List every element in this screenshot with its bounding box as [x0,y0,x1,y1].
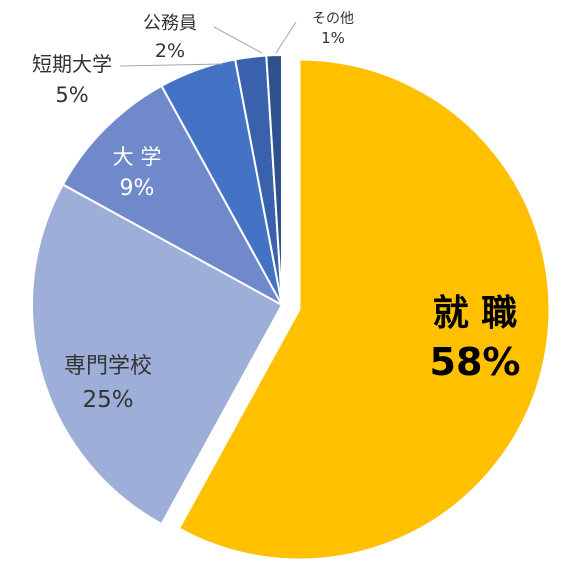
slice-label-value-2: 25% [82,387,133,413]
pie-slice-1 [177,58,551,561]
slice-label-name-6: その他 [312,11,354,27]
leader-line-4 [119,63,223,67]
labels-layer: 就 職 58% 専門学校 25% 大 学 9% 短期大学 5% 公務員 2% その他 1% [32,11,520,413]
slice-label-value-1: 58% [430,340,521,384]
slice-label-name-1: 就 職 [433,293,518,334]
slices-layer [31,53,551,561]
slice-label-name-3: 大 学 [113,145,162,169]
slice-label-value-4: 5% [55,83,88,107]
leader-lines-layer [119,21,297,67]
leader-line-6 [275,21,297,54]
slice-label-value-3: 9% [120,176,155,201]
slice-label-name-5: 公務員 [143,13,197,34]
slice-label-name-2: 専門学校 [64,354,152,379]
slice-label-name-4: 短期大学 [32,52,112,76]
leader-line-5 [213,26,263,54]
pie-slice-6 [265,53,283,306]
slice-label-value-5: 2% [155,40,185,62]
pie-slice-3 [61,84,285,308]
slice-label-value-6: 1% [321,29,345,47]
pie-slice-2 [31,183,284,526]
